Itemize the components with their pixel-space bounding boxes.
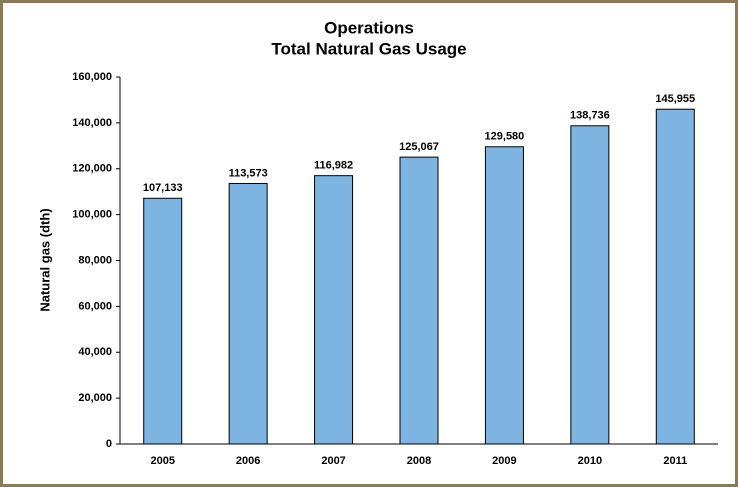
- data-label: 129,580: [485, 131, 525, 143]
- y-tick-label: 80,000: [78, 254, 112, 266]
- y-tick-label: 140,000: [72, 117, 112, 129]
- y-tick-label: 20,000: [78, 392, 112, 404]
- chart-title: Operations: [324, 18, 414, 37]
- data-label: 145,955: [655, 93, 695, 105]
- data-label: 113,573: [229, 167, 268, 179]
- x-tick-label: 2005: [150, 455, 174, 467]
- y-tick-label: 160,000: [72, 71, 112, 83]
- y-tick-label: 0: [106, 438, 112, 450]
- data-label: 125,067: [399, 141, 439, 153]
- x-tick-label: 2006: [236, 455, 260, 467]
- x-tick-label: 2010: [578, 455, 602, 467]
- y-tick-label: 120,000: [72, 163, 112, 175]
- bar: [655, 108, 695, 445]
- data-label: 116,982: [314, 160, 353, 172]
- bar: [228, 182, 268, 445]
- y-tick-label: 40,000: [78, 346, 112, 358]
- x-tick-label: 2009: [492, 455, 516, 467]
- x-tick-label: 2008: [407, 455, 431, 467]
- bar: [484, 146, 524, 445]
- x-tick-label: 2007: [321, 455, 345, 467]
- data-label: 138,736: [570, 110, 610, 122]
- bar: [570, 125, 610, 445]
- chart-subtitle: Total Natural Gas Usage: [271, 39, 466, 58]
- y-axis-title: Natural gas (dth): [37, 208, 52, 311]
- bar: [314, 175, 354, 445]
- bar: [399, 156, 439, 445]
- x-tick-label: 2011: [663, 455, 687, 467]
- y-tick-label: 100,000: [72, 209, 112, 221]
- bar: [143, 197, 183, 445]
- data-label: 107,133: [143, 182, 183, 194]
- y-tick-label: 60,000: [78, 300, 112, 312]
